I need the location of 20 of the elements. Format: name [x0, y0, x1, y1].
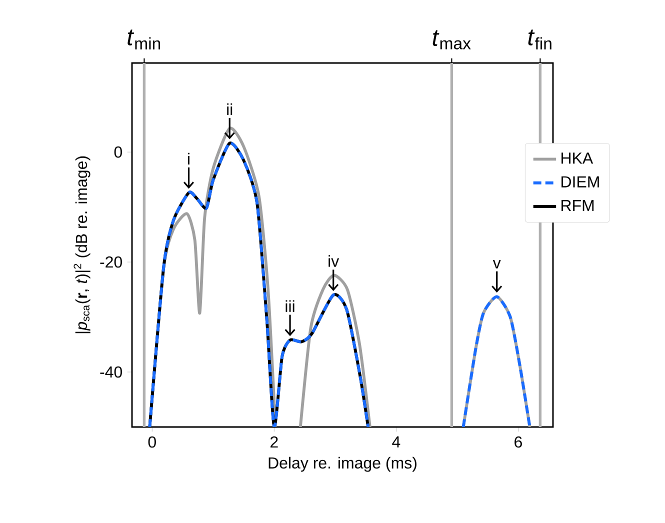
x-tick-label: 6 — [514, 436, 522, 448]
x-tick-label: 0 — [148, 436, 156, 448]
text: |p$_{sca}$(r, t)|$^{2}$ (dB re. image) — [74, 156, 90, 334]
ref-line-label: t$_{min}$ — [128, 30, 160, 50]
annotation: iii — [286, 300, 294, 312]
annotation: v — [492, 260, 501, 268]
annotation: ii — [227, 103, 232, 115]
x-tick-label: 4 — [392, 436, 400, 448]
y-tick-label: -40 — [100, 366, 122, 378]
legend-label: RFM — [562, 200, 594, 212]
x-axis-title: Delay re. image (ms) — [268, 456, 416, 472]
annotation: i — [188, 152, 190, 164]
y-tick-label: -20 — [100, 256, 122, 268]
legend-label: DIEM — [562, 176, 599, 188]
x-tick-label: 2 — [270, 436, 278, 448]
annotation: iv — [328, 255, 340, 267]
ref-line-label: t$_{max}$ — [432, 30, 471, 50]
legend-label: HKA — [562, 152, 594, 164]
y-tick-label: 0 — [114, 146, 122, 158]
ref-line-label: t$_{fin}$ — [528, 30, 552, 50]
